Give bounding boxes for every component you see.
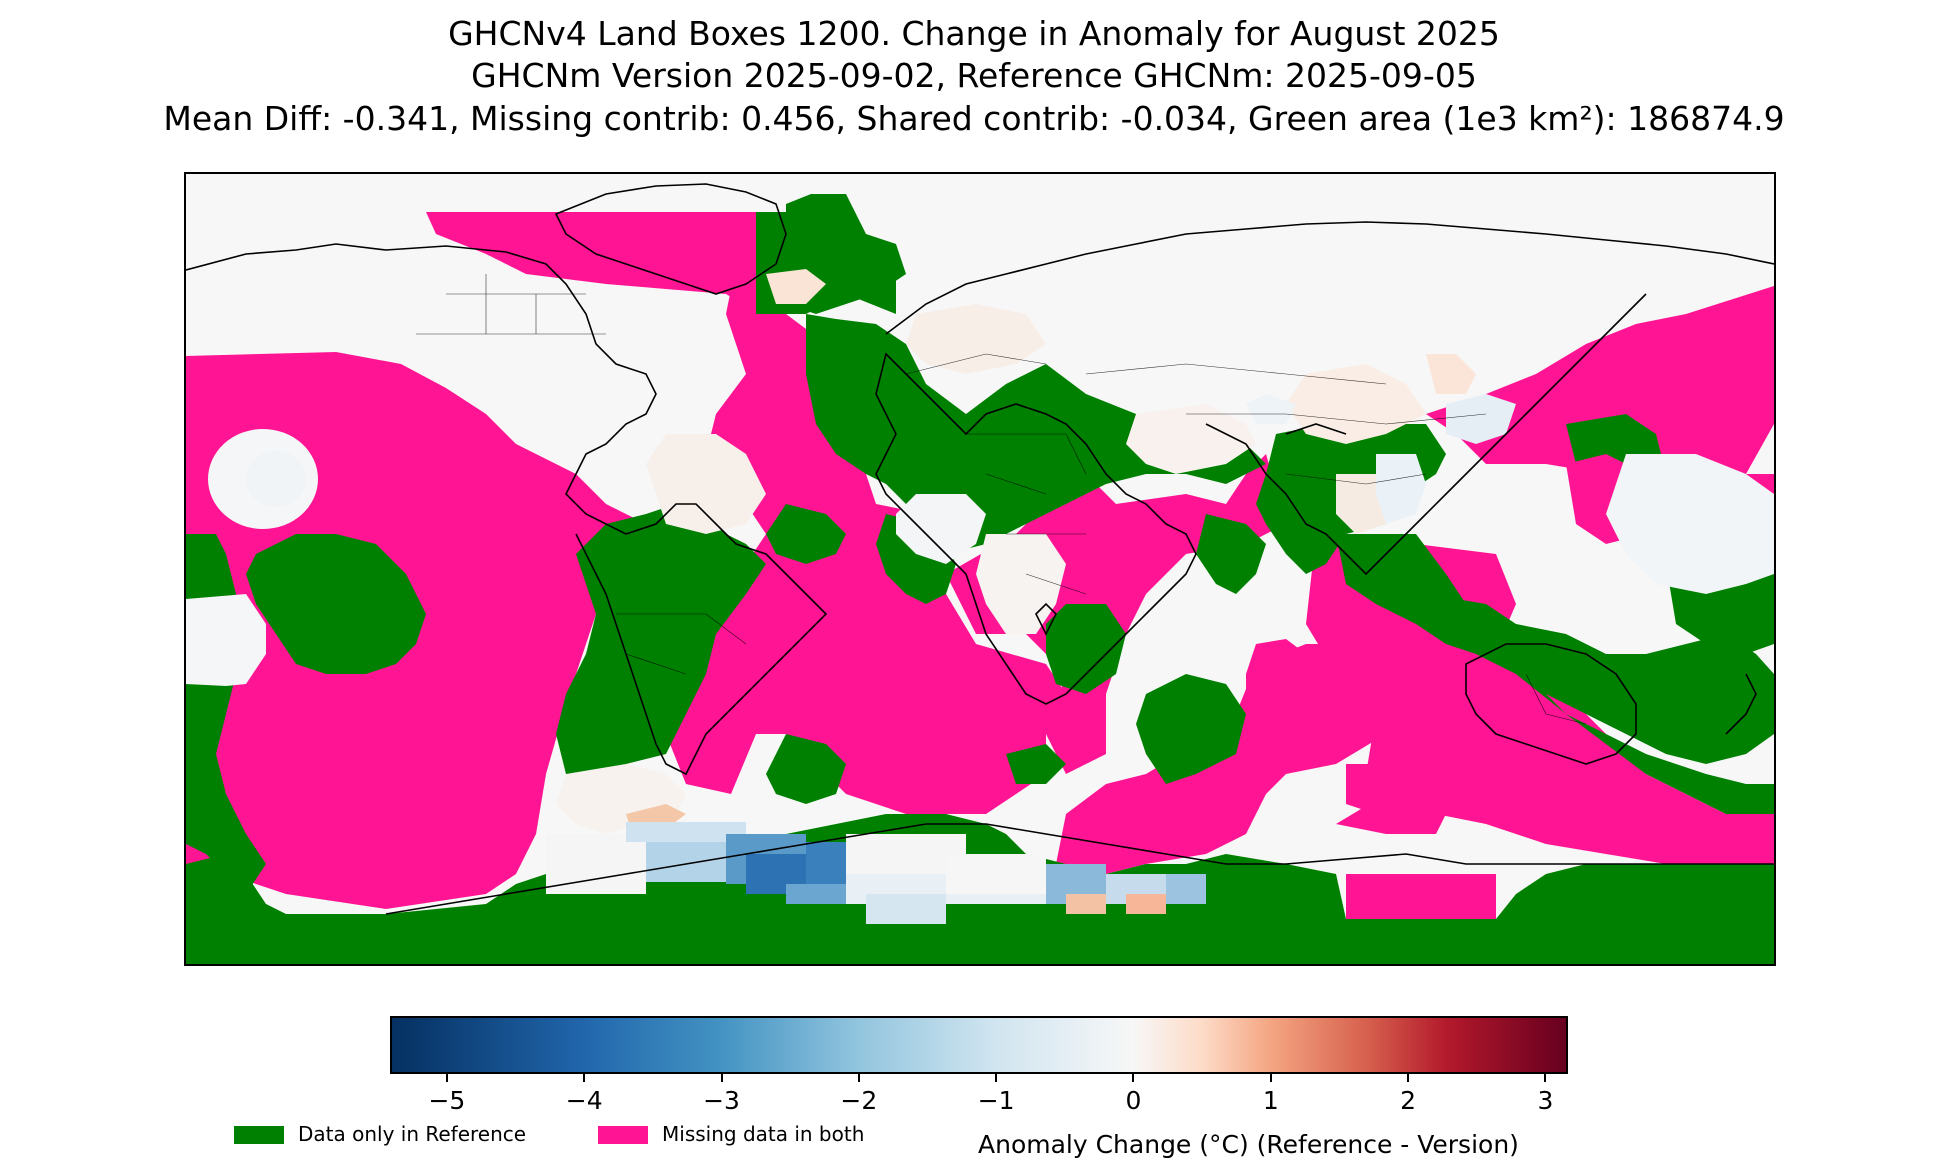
colorbar-tick-label: 2 xyxy=(1400,1086,1417,1115)
colorbar-tick xyxy=(1407,1074,1410,1082)
chart-subtitle-stats: Mean Diff: -0.341, Missing contrib: 0.45… xyxy=(163,99,1785,138)
legend-label-missing-both: Missing data in both xyxy=(662,1122,865,1146)
colorbar-tick xyxy=(720,1074,723,1082)
legend-label-reference-only: Data only in Reference xyxy=(298,1122,527,1146)
colorbar-tick xyxy=(1269,1074,1272,1082)
legend-swatch-missing-both xyxy=(598,1126,648,1144)
colorbar-tick xyxy=(995,1074,998,1082)
colorbar-tick-label: −2 xyxy=(840,1086,878,1115)
colorbar-tick-label: −5 xyxy=(428,1086,466,1115)
colorbar-tick xyxy=(1544,1074,1547,1082)
colorbar-tick-label: 0 xyxy=(1125,1086,1142,1115)
colorbar-tick-label: −3 xyxy=(703,1086,740,1115)
colorbar-label: Anomaly Change (°C) (Reference - Version… xyxy=(978,1130,1519,1159)
colorbar-tick-label: −1 xyxy=(977,1086,1015,1115)
anomaly-regions xyxy=(186,269,1774,834)
colorbar-tick xyxy=(445,1074,448,1082)
chart-title: GHCNv4 Land Boxes 1200. Change in Anomal… xyxy=(448,14,1500,53)
chart-subtitle-version: GHCNm Version 2025-09-02, Reference GHCN… xyxy=(471,56,1477,95)
colorbar-tick-label: −4 xyxy=(565,1086,603,1115)
colorbar-tick xyxy=(1132,1074,1135,1082)
antarctica-anomaly xyxy=(546,822,1206,924)
missing-data-regions xyxy=(186,212,1774,919)
colorbar-tick xyxy=(583,1074,586,1082)
colorbar-tick-label: 3 xyxy=(1537,1086,1554,1115)
legend-swatch-reference-only xyxy=(234,1126,284,1144)
country-borders xyxy=(416,274,1587,725)
colorbar-tick-label: 1 xyxy=(1262,1086,1279,1115)
world-map xyxy=(184,172,1776,966)
coastlines xyxy=(186,183,1774,915)
colorbar-tick xyxy=(857,1074,860,1082)
colorbar xyxy=(390,1016,1568,1074)
